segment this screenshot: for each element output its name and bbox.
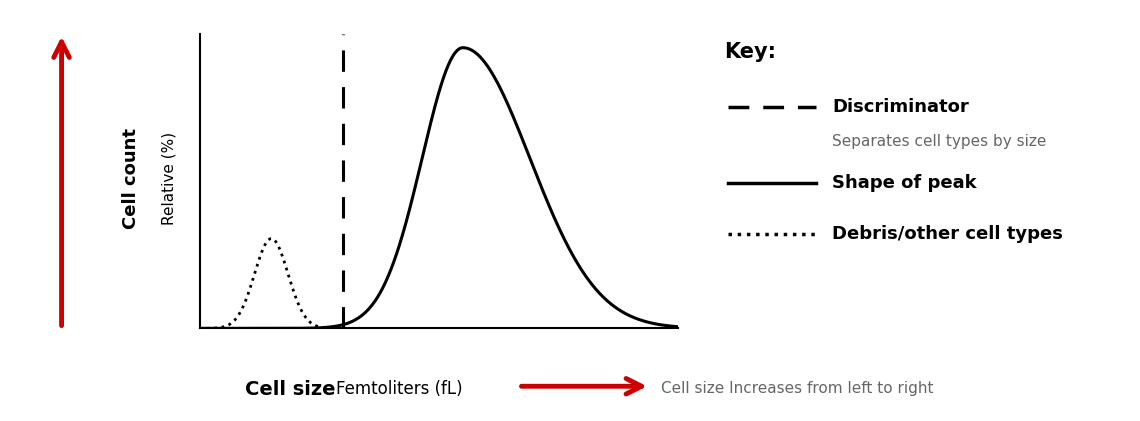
Text: Debris/other cell types: Debris/other cell types xyxy=(832,225,1064,242)
Text: Shape of peak: Shape of peak xyxy=(832,174,977,192)
Text: Cell size Increases from left to right: Cell size Increases from left to right xyxy=(661,381,934,396)
Text: Femtoliters (fL): Femtoliters (fL) xyxy=(336,381,463,398)
Text: Relative (%): Relative (%) xyxy=(161,132,177,226)
Text: Separates cell types by size: Separates cell types by size xyxy=(832,133,1047,149)
Text: Cell size: Cell size xyxy=(245,380,335,399)
Text: Discriminator: Discriminator xyxy=(832,99,969,116)
Text: Key:: Key: xyxy=(724,42,776,62)
Text: Cell count: Cell count xyxy=(122,128,140,229)
